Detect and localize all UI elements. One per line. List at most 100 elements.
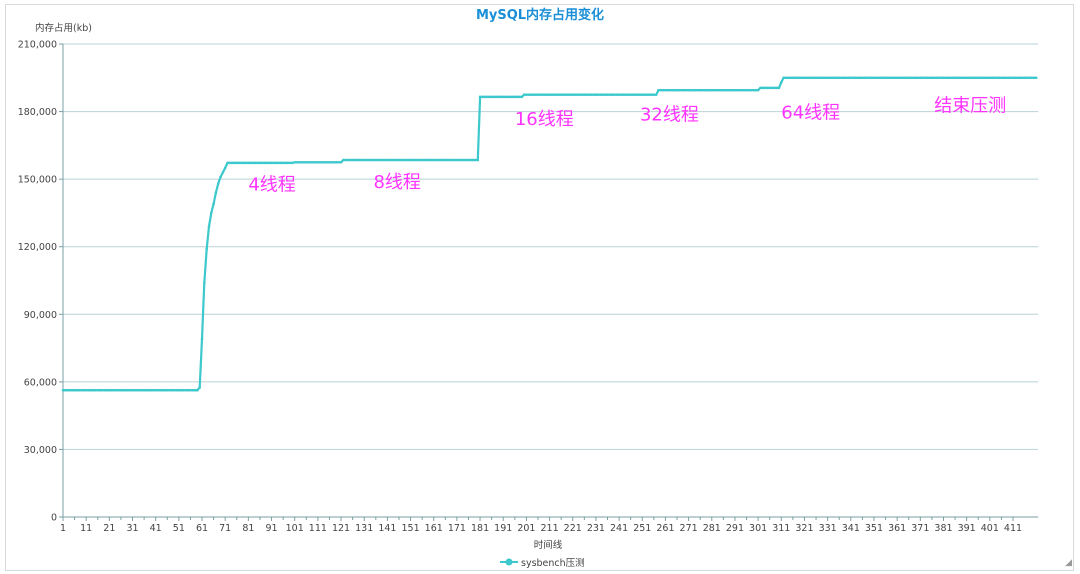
data-point	[668, 88, 672, 92]
data-point	[360, 158, 364, 162]
data-point	[821, 76, 825, 80]
data-point	[1016, 76, 1019, 80]
data-point	[279, 161, 283, 165]
data-point	[330, 160, 334, 164]
data-point	[207, 225, 211, 228]
data-point	[893, 76, 897, 80]
x-tick-label: 311	[772, 523, 790, 534]
data-point	[1007, 76, 1010, 80]
data-point	[939, 76, 943, 80]
data-point	[96, 388, 100, 392]
data-point	[654, 93, 658, 96]
data-point	[242, 161, 246, 165]
data-point	[921, 76, 924, 80]
data-point	[1030, 76, 1033, 80]
x-tick-label: 291	[726, 523, 744, 534]
data-point	[564, 93, 568, 96]
resize-grip-icon[interactable]: ◢	[1065, 558, 1072, 568]
x-tick-label: 271	[680, 523, 698, 534]
data-point	[455, 158, 459, 162]
data-point	[499, 95, 503, 99]
data-point	[666, 88, 670, 92]
data-point	[490, 95, 493, 99]
data-point	[861, 76, 864, 80]
legend[interactable]: sysbench压测	[500, 558, 585, 569]
data-point	[698, 88, 702, 92]
data-point	[884, 76, 887, 80]
data-point	[606, 93, 609, 96]
data-point	[413, 158, 417, 162]
data-point	[956, 76, 959, 80]
data-point	[358, 158, 361, 162]
data-point	[652, 93, 656, 96]
data-point	[800, 76, 804, 80]
data-point	[103, 388, 107, 392]
data-point	[372, 158, 375, 162]
data-point	[114, 388, 118, 392]
data-point	[286, 161, 290, 165]
data-point	[437, 158, 440, 162]
data-point	[548, 93, 551, 96]
data-point	[263, 161, 266, 165]
data-point	[761, 86, 765, 90]
data-point	[525, 93, 528, 96]
data-point	[66, 388, 69, 392]
data-point	[835, 76, 839, 80]
x-tick-label: 151	[401, 523, 419, 534]
x-tick-label: 221	[564, 523, 582, 534]
data-point	[902, 76, 906, 80]
data-point	[476, 158, 480, 162]
data-point	[344, 158, 347, 162]
data-point	[895, 76, 899, 80]
data-point	[119, 388, 123, 392]
data-point	[983, 76, 987, 80]
data-point	[154, 388, 157, 392]
data-point	[749, 88, 753, 92]
data-point	[536, 93, 540, 96]
x-tick-label: 301	[749, 523, 767, 534]
data-point	[277, 161, 280, 165]
data-point	[682, 88, 686, 92]
data-point	[664, 88, 667, 92]
data-point	[511, 95, 514, 99]
data-point	[193, 388, 197, 392]
x-tick-label: 1	[60, 523, 66, 534]
x-tick-label: 121	[332, 523, 350, 534]
data-point	[124, 388, 127, 392]
data-point	[216, 182, 220, 185]
data-point	[267, 161, 271, 165]
data-point	[335, 160, 338, 164]
data-point	[756, 88, 760, 92]
data-point	[960, 76, 964, 80]
data-point	[837, 76, 841, 80]
data-point	[75, 388, 79, 392]
data-point	[539, 93, 542, 96]
data-point	[142, 388, 146, 392]
y-axis-title: 内存占用(kb)	[35, 22, 92, 34]
data-point	[731, 88, 734, 92]
data-point	[483, 95, 487, 99]
data-point	[460, 158, 463, 162]
data-point	[256, 161, 259, 165]
data-point	[932, 76, 936, 80]
x-tick-label: 321	[795, 523, 813, 534]
data-point	[73, 388, 76, 392]
data-point	[254, 161, 257, 165]
data-point	[803, 76, 806, 80]
data-point	[64, 388, 67, 392]
data-point	[448, 158, 452, 162]
data-point	[293, 160, 297, 164]
data-point	[863, 76, 867, 80]
annotation-label: 8线程	[373, 172, 420, 193]
data-point	[738, 88, 741, 92]
data-point	[89, 388, 93, 392]
data-point	[214, 191, 218, 194]
data-point	[121, 388, 125, 392]
data-point	[1009, 76, 1012, 80]
data-point	[270, 161, 273, 165]
data-point	[182, 388, 185, 392]
x-tick-label: 11	[80, 523, 92, 534]
data-point	[223, 166, 227, 170]
data-point	[450, 158, 454, 162]
